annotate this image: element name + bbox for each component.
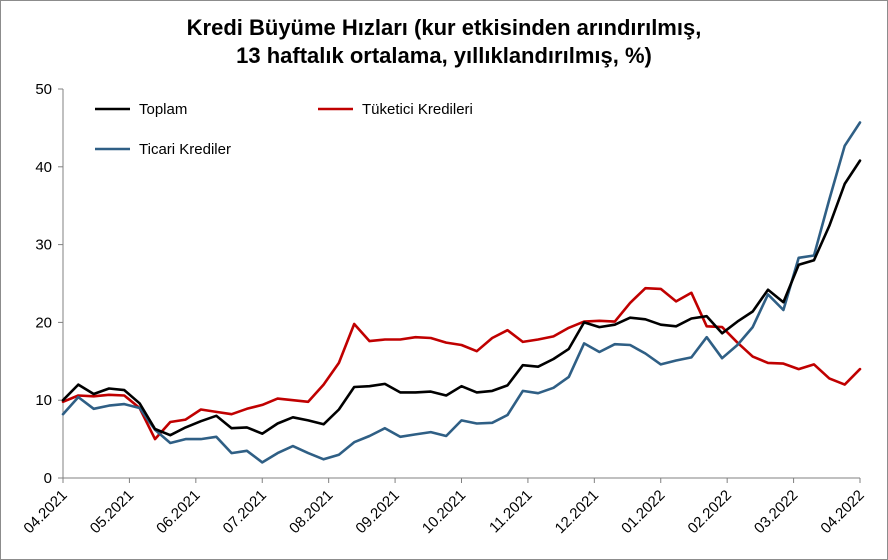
x-tick-label: 02.2022 — [685, 487, 735, 537]
x-tick-label: 04.2021 — [20, 487, 70, 537]
x-tick-label: 04.2022 — [817, 487, 867, 537]
x-tick-label: 08.2021 — [286, 487, 336, 537]
legend-label: Ticari Krediler — [139, 141, 231, 158]
y-tick-label: 50 — [35, 81, 52, 98]
x-tick-label: 09.2021 — [352, 487, 402, 537]
series-lines — [61, 121, 862, 464]
y-axis: 0 10 20 30 40 50 — [35, 81, 64, 487]
y-tick-label: 0 — [44, 470, 52, 487]
y-tick-label: 40 — [35, 159, 52, 176]
x-tick-label: 01.2022 — [618, 487, 668, 537]
x-tick-label: 12.2021 — [552, 487, 602, 537]
y-tick-label: 20 — [35, 314, 52, 331]
y-tick-label: 10 — [35, 392, 52, 409]
series-line-1 — [61, 286, 862, 441]
x-tick-label: 06.2021 — [153, 487, 203, 537]
x-tick-label: 07.2021 — [220, 487, 270, 537]
legend-item-2: Ticari Krediler — [95, 141, 231, 158]
legend-label: Tüketici Kredileri — [362, 101, 473, 118]
legend-item-0: Toplam — [95, 101, 187, 118]
series-line-0 — [61, 159, 862, 437]
chart-title-line-1: Kredi Büyüme Hızları (kur etkisinden arı… — [186, 15, 702, 40]
x-tick-label: 03.2022 — [751, 487, 801, 537]
x-tick-label: 05.2021 — [87, 487, 137, 537]
x-axis: 04.2021 05.2021 06.2021 07.2021 08.2021 09.20… — [20, 477, 868, 537]
x-tick-label: 10.2021 — [419, 487, 469, 537]
series-line-2 — [61, 121, 862, 464]
x-tick-label: 11.2021 — [486, 487, 536, 537]
legend-item-1: Tüketici Kredileri — [318, 101, 473, 118]
legend-label: Toplam — [139, 101, 187, 118]
legend: Toplam Tüketici Kredileri Ticari Krediler — [95, 101, 473, 158]
y-tick-label: 30 — [35, 237, 52, 254]
chart-title: Kredi Büyüme Hızları (kur etkisinden arı… — [0, 14, 888, 70]
chart-title-line-2: 13 haftalık ortalama, yıllıklandırılmış,… — [236, 43, 652, 68]
